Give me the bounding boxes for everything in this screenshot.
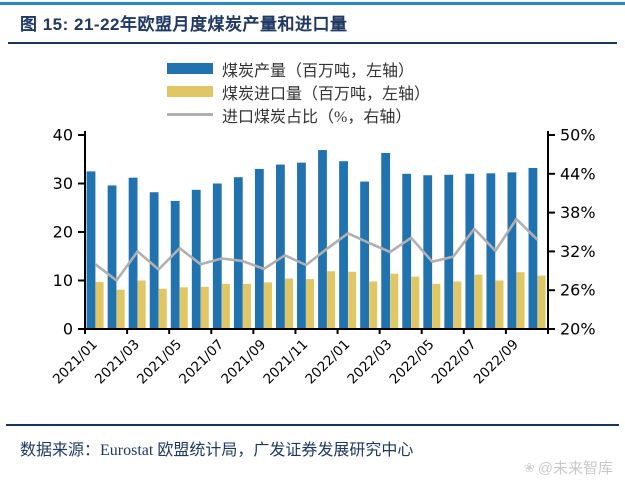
left-axis-tick-label: 40 bbox=[53, 126, 73, 145]
production-bar bbox=[402, 173, 412, 329]
production-bar bbox=[339, 161, 348, 329]
title-underline-rule bbox=[8, 42, 617, 44]
production-bar bbox=[381, 152, 391, 329]
production-bar bbox=[297, 162, 306, 329]
right-axis-tick-label: 20% bbox=[560, 320, 596, 339]
production-bar bbox=[423, 175, 433, 329]
coal-production-imports-combo-chart: 01020304020%26%32%38%44%50%2021/012021/0… bbox=[50, 126, 596, 388]
x-axis-label: 2021/11 bbox=[260, 337, 311, 388]
production-bar bbox=[360, 181, 369, 329]
imports-bar bbox=[348, 271, 357, 329]
data-source-note: 数据来源：Eurostat 欧盟统计局，广发证券发展研究中心 bbox=[20, 442, 414, 459]
legend-item-2: 进口煤炭占比（%，右轴） bbox=[167, 103, 430, 126]
figure-title: 图 15: 21-22年欧盟月度煤炭产量和进口量 bbox=[20, 15, 348, 34]
imports-bar bbox=[411, 276, 420, 329]
production-bar bbox=[528, 167, 538, 329]
imports-bar bbox=[242, 283, 251, 329]
left-axis-tick-label: 30 bbox=[53, 174, 73, 193]
left-axis-tick-label: 20 bbox=[53, 223, 73, 242]
legend-label: 进口煤炭占比（%，右轴） bbox=[222, 108, 412, 126]
imports-bar bbox=[432, 283, 441, 329]
x-axis-label: 2021/07 bbox=[176, 337, 227, 388]
legend-label: 煤炭进口量（百万吨，左轴） bbox=[222, 85, 431, 103]
production-bar bbox=[233, 177, 243, 329]
right-axis-tick-label: 26% bbox=[560, 281, 596, 300]
legend-label: 煤炭产量（百万吨，左轴） bbox=[222, 62, 415, 80]
production-bar bbox=[254, 168, 264, 329]
imports-bar bbox=[200, 286, 209, 329]
imports-bar bbox=[327, 271, 336, 329]
imports-bar bbox=[95, 281, 104, 329]
imports-bar bbox=[516, 272, 525, 329]
production-bar bbox=[170, 200, 180, 329]
right-axis-tick-label: 32% bbox=[560, 242, 596, 261]
production-bar bbox=[128, 177, 138, 329]
production-bar bbox=[212, 183, 222, 329]
imports-bar bbox=[453, 281, 462, 329]
imports-bar bbox=[158, 288, 167, 329]
legend-swatch-bar bbox=[167, 86, 213, 97]
production-bar bbox=[107, 185, 117, 329]
imports-bar bbox=[474, 274, 483, 329]
x-axis-label: 2022/05 bbox=[387, 337, 438, 388]
imports-bar bbox=[285, 278, 294, 329]
flower-grid-icon: ❀ bbox=[523, 459, 535, 475]
imports-bar bbox=[495, 280, 504, 329]
production-bar bbox=[149, 192, 159, 329]
production-bar bbox=[465, 173, 475, 329]
production-bar bbox=[86, 171, 96, 330]
imports-bar bbox=[263, 282, 272, 329]
x-axis-label: 2021/01 bbox=[50, 337, 101, 388]
imports-bar bbox=[306, 279, 315, 329]
production-bar bbox=[486, 173, 496, 329]
imports-bar bbox=[369, 281, 378, 329]
right-axis-tick-label: 44% bbox=[560, 164, 596, 183]
imports-bar bbox=[221, 283, 230, 329]
production-bar bbox=[276, 164, 285, 329]
legend-swatch-bar bbox=[167, 63, 213, 74]
x-axis-label: 2022/03 bbox=[344, 337, 395, 388]
x-axis-label: 2021/03 bbox=[92, 337, 143, 388]
legend-item-1: 煤炭进口量（百万吨，左轴） bbox=[167, 80, 430, 103]
right-axis-tick-label: 50% bbox=[560, 126, 596, 145]
x-axis-label: 2022/09 bbox=[471, 337, 522, 388]
x-axis-label: 2022/01 bbox=[302, 337, 353, 388]
left-axis-tick-label: 0 bbox=[63, 320, 73, 339]
chart-legend: 煤炭产量（百万吨，左轴） 煤炭进口量（百万吨，左轴） 进口煤炭占比（%，右轴） bbox=[167, 57, 430, 126]
production-bar bbox=[444, 174, 454, 329]
right-axis-tick-label: 38% bbox=[560, 203, 596, 222]
left-axis-tick-label: 10 bbox=[53, 271, 73, 290]
ratio-line bbox=[94, 217, 539, 282]
imports-bar bbox=[179, 287, 188, 329]
production-bar bbox=[507, 172, 517, 329]
watermark: ❀ @未来智库 bbox=[524, 457, 613, 478]
x-axis-label: 2022/07 bbox=[429, 337, 480, 388]
watermark-text: @未来智库 bbox=[537, 460, 613, 477]
imports-bar bbox=[390, 273, 399, 329]
imports-bar bbox=[137, 280, 146, 329]
imports-bar bbox=[116, 289, 125, 329]
footer-rule bbox=[6, 424, 619, 426]
imports-bar bbox=[537, 275, 546, 329]
x-axis-label: 2021/05 bbox=[134, 337, 185, 388]
legend-swatch-line bbox=[167, 113, 213, 116]
production-bar bbox=[318, 150, 327, 329]
top-accent-rule bbox=[0, 2, 625, 5]
x-axis-label: 2021/09 bbox=[218, 337, 269, 388]
legend-item-0: 煤炭产量（百万吨，左轴） bbox=[167, 57, 430, 80]
